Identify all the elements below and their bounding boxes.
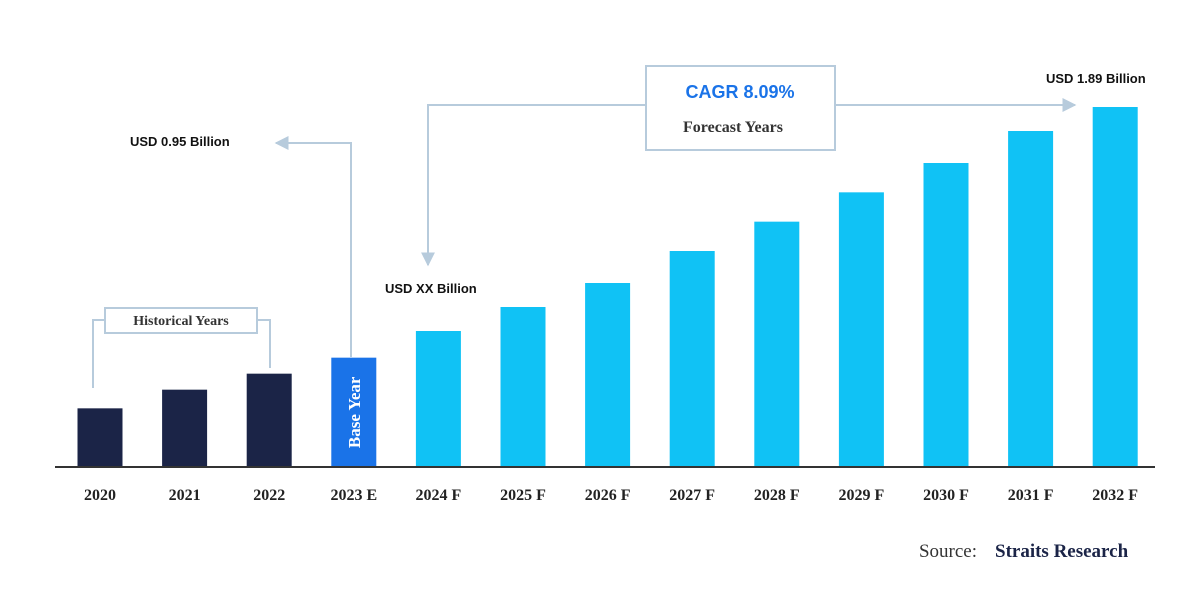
base-year-arrow — [274, 136, 352, 357]
x-tick-label: 2032 F — [1092, 487, 1138, 504]
bars — [77, 107, 1138, 468]
bar — [923, 163, 969, 467]
bar — [77, 408, 123, 467]
bar — [669, 251, 715, 467]
bar — [415, 331, 461, 467]
bar — [754, 221, 800, 467]
source-name: Straits Research — [995, 541, 1129, 562]
bar — [246, 373, 292, 467]
bar — [500, 307, 546, 467]
bar — [331, 357, 377, 467]
forecast-arrow-left — [421, 104, 646, 267]
annotation: USD 0.95 Billion — [130, 134, 230, 149]
x-tick-label: 2024 F — [416, 487, 462, 504]
annotation: USD XX Billion — [385, 281, 477, 296]
bar — [162, 389, 208, 467]
x-tick-label: 2023 E — [330, 487, 377, 504]
source-label: Source: — [919, 541, 977, 562]
historical-box — [104, 307, 258, 334]
historical-bracket — [92, 319, 271, 388]
bar — [585, 283, 631, 467]
base-year-label: Base Year — [345, 376, 364, 448]
cagr-label: CAGR 8.09% — [685, 82, 794, 102]
x-tick-label: 2025 F — [500, 487, 546, 504]
forecast-label: Forecast Years — [683, 119, 783, 136]
x-tick-label: 2021 — [169, 487, 201, 504]
x-tick-label: 2020 — [84, 487, 116, 504]
x-tick-label: 2022 — [253, 487, 285, 504]
x-tick-label: 2029 F — [839, 487, 885, 504]
bar — [1092, 107, 1138, 467]
x-tick-label: 2030 F — [923, 487, 969, 504]
bar — [1008, 131, 1054, 467]
x-tick-label: 2028 F — [754, 487, 800, 504]
x-tick-label: 2026 F — [585, 487, 631, 504]
annotation: USD 1.89 Billion — [1046, 71, 1146, 86]
cagr-box — [645, 65, 836, 151]
x-tick-label: 2031 F — [1008, 487, 1054, 504]
bar — [838, 192, 884, 468]
x-tick-label: 2027 F — [669, 487, 715, 504]
historical-label: Historical Years — [133, 314, 229, 329]
